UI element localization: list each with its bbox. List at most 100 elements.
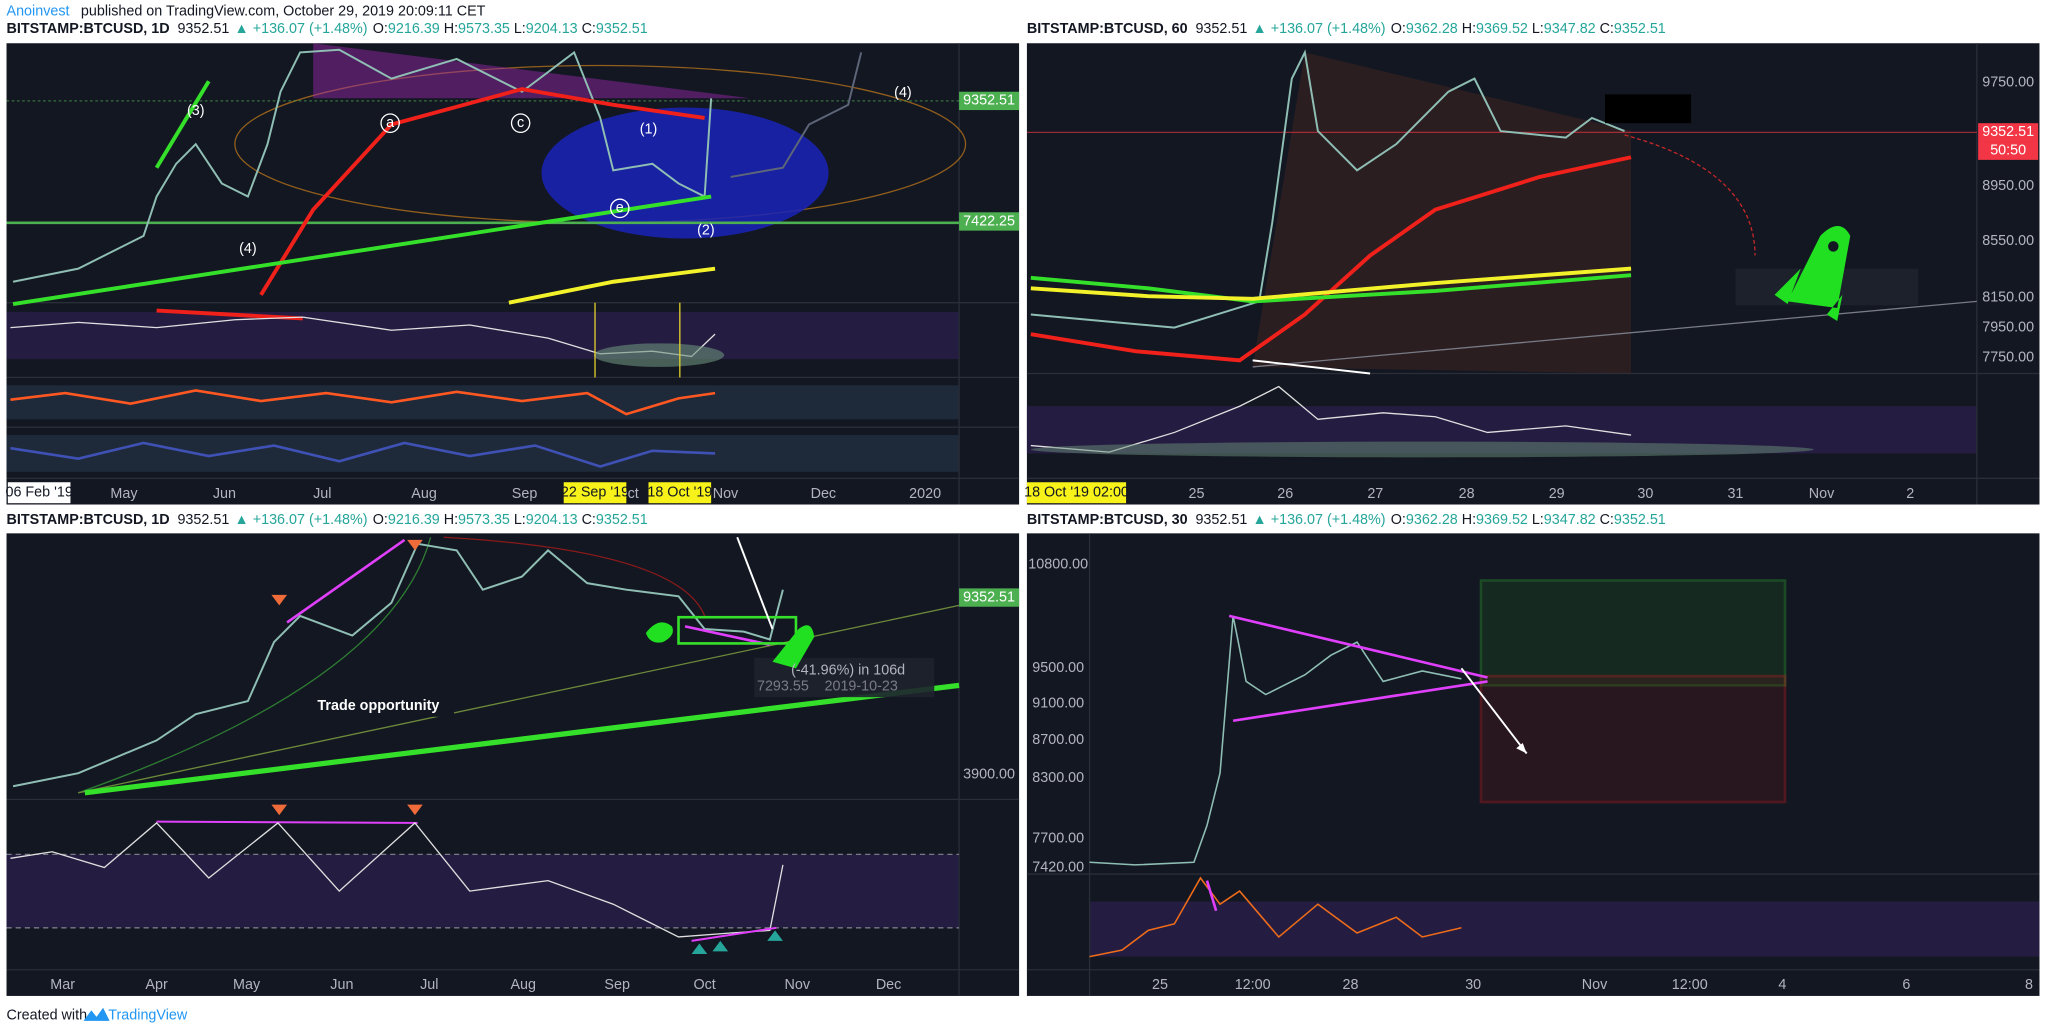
ohlc-label: O: [1391, 512, 1406, 528]
ohlc-label: L: [514, 21, 526, 37]
change: ▲ +136.07 (+1.48%) [235, 512, 368, 528]
ohlc-value: 9216.39 [388, 512, 440, 528]
panel-header: BITSTAMP:BTCUSD, 1D 9352.51 ▲ +136.07 (+1.… [7, 21, 648, 37]
footer-text: Created with [7, 1007, 88, 1023]
ohlc-value: 9352.51 [1614, 512, 1666, 528]
time-label: Nov [1582, 977, 1608, 993]
annotation: 2019-10-23 [825, 678, 898, 694]
price-label: 3900.00 [963, 766, 1015, 782]
price-label: 50:50 [1990, 142, 2026, 158]
ohlc-label: H: [1462, 21, 1476, 37]
annotation-circle [380, 113, 400, 134]
price-tag [959, 212, 1020, 231]
panels [6, 43, 2040, 996]
time-label: May [110, 486, 138, 502]
price-label: 9352.51 [963, 93, 1015, 109]
panel-header: BITSTAMP:BTCUSD, 30 9352.51 ▲ +136.07 (+1.… [1027, 512, 1666, 528]
symbol: BITSTAMP:BTCUSD, 60 [1027, 21, 1188, 37]
ohlc-value: 9352.51 [596, 512, 648, 528]
price-label: 8150.00 [1982, 289, 2034, 305]
price-label: 10800.00 [1028, 557, 1088, 573]
date-tag [1026, 482, 1127, 504]
ohlc-label: O: [1391, 21, 1406, 37]
ohlc-value: 9216.39 [388, 21, 440, 37]
annotation: (-41.96%) in 106d [791, 663, 905, 679]
annotation-circle [610, 198, 630, 219]
ohlc-value: 9347.82 [1544, 512, 1596, 528]
date-tag-label: 22 Sep '19 [561, 485, 629, 501]
price-label: 7950.00 [1982, 319, 2034, 335]
last-price: 9352.51 [177, 21, 229, 37]
price-label: 9750.00 [1982, 74, 2034, 90]
ohlc-value: 9362.28 [1406, 512, 1458, 528]
time-label: Sep [512, 486, 538, 502]
ohlc-label: H: [1462, 512, 1476, 528]
price-label: 9500.00 [1032, 660, 1084, 676]
change: ▲ +136.07 (+1.48%) [1253, 21, 1386, 37]
price-label: 8700.00 [1032, 732, 1084, 748]
date-tag [7, 482, 71, 504]
time-label: Nov [1809, 486, 1835, 502]
annotation: (1) [640, 122, 658, 138]
symbol: BITSTAMP:BTCUSD, 1D [7, 512, 170, 528]
time-label: 28 [1459, 486, 1475, 502]
ohlc-value: 9204.13 [526, 21, 578, 37]
time-label: Jul [420, 977, 438, 993]
time-label: 6 [1902, 977, 1910, 993]
time-label: Aug [510, 977, 536, 993]
ohlc-label: O: [373, 21, 388, 37]
panel-1-drawing [6, 43, 1020, 505]
time-label: 2020 [909, 486, 941, 502]
annotation: e [616, 200, 624, 216]
ohlc-label: H: [444, 21, 458, 37]
ohlc-value: 9352.51 [596, 21, 648, 37]
time-label: Mar [50, 977, 75, 993]
time-label: Nov [713, 486, 739, 502]
time-label: Dec [876, 977, 902, 993]
time-label: 31 [1727, 486, 1743, 502]
annotation-circle [510, 113, 531, 134]
time-label: 25 [1152, 977, 1168, 993]
ohlc-label: C: [582, 21, 596, 37]
change: ▲ +136.07 (+1.48%) [1253, 512, 1386, 528]
annotation: (4) [239, 241, 257, 257]
date-tag [563, 482, 627, 504]
time-label: 28 [1343, 977, 1359, 993]
ohlc-value: 9204.13 [526, 512, 578, 528]
ohlc-value: 9369.52 [1476, 512, 1528, 528]
panel-3-drawing [6, 533, 1020, 996]
price-label: 7700.00 [1032, 830, 1084, 846]
price-tag [959, 588, 1020, 607]
ohlc-label: L: [514, 512, 526, 528]
time-label: 26 [1277, 486, 1293, 502]
time-label: Jun [330, 977, 353, 993]
price-label: 8950.00 [1982, 178, 2034, 194]
panel-2-drawing [1026, 43, 2040, 505]
annotation: (2) [697, 222, 715, 238]
symbol: BITSTAMP:BTCUSD, 30 [1027, 512, 1188, 528]
date-tag-label: 06 Feb '19 [5, 485, 72, 501]
panel-header: BITSTAMP:BTCUSD, 1D 9352.51 ▲ +136.07 (+1.… [7, 512, 648, 528]
tradingview-logo [83, 1007, 110, 1021]
ohlc-label: L: [1532, 512, 1544, 528]
ohlc-label: C: [582, 512, 596, 528]
time-label: Apr [145, 977, 168, 993]
time-label: Dec [811, 486, 837, 502]
author: Anoinvest [7, 4, 70, 20]
time-label: 25 [1189, 486, 1205, 502]
last-price: 9352.51 [1195, 512, 1247, 528]
price-tag [1978, 123, 2039, 142]
annotation: 7293.55 [757, 678, 809, 694]
ohlc-label: H: [444, 512, 458, 528]
price-label: 7420.00 [1032, 859, 1084, 875]
ohlc-value: 9573.35 [458, 21, 510, 37]
time-label: 8 [2025, 977, 2033, 993]
last-price: 9352.51 [1195, 21, 1247, 37]
price-label: 9352.51 [1982, 124, 2034, 140]
price-label: 7750.00 [1982, 350, 2034, 366]
price-tag [1978, 141, 2039, 160]
ohlc-label: C: [1600, 512, 1614, 528]
time-label: 29 [1549, 486, 1565, 502]
footer-brand: TradingView [108, 1007, 188, 1023]
